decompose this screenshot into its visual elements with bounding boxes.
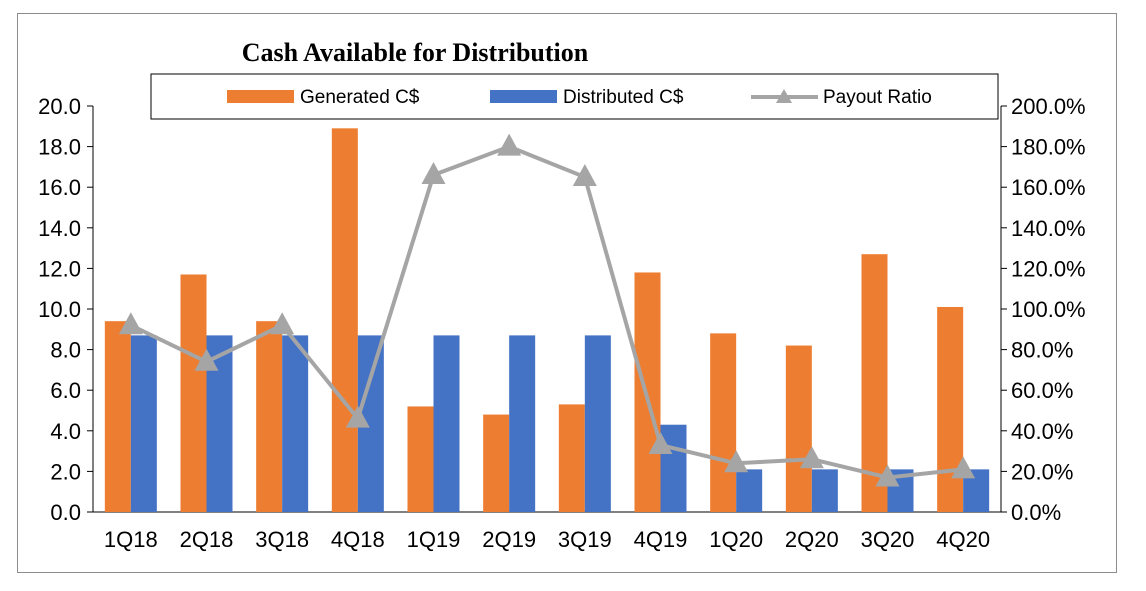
y-left-tick-label: 14.0 (38, 216, 81, 241)
x-tick-label: 2Q19 (482, 527, 536, 552)
bar-generated (710, 333, 737, 512)
legend: Generated C$ Distributed C$ Payout Ratio (150, 73, 999, 120)
y-right-tick-label: 60.0% (1011, 378, 1073, 403)
bar-generated (331, 128, 358, 512)
y-left-tick-label: 4.0 (50, 419, 81, 444)
payout-marker (194, 348, 219, 371)
payout-marker (118, 312, 143, 335)
bar-generated (785, 345, 812, 512)
y-left-tick-label: 0.0 (50, 500, 81, 525)
bar-generated (407, 406, 434, 512)
bar-generated (937, 306, 964, 512)
y-right-tick-label: 180.0% (1011, 135, 1086, 160)
bar-distributed (433, 335, 460, 512)
x-tick-label: 3Q20 (861, 527, 915, 552)
x-tick-label: 3Q19 (558, 527, 612, 552)
bar-generated (861, 254, 888, 512)
bar-distributed (660, 424, 687, 512)
y-left-tick-label: 16.0 (38, 175, 81, 200)
legend-label-generated: Generated C$ (300, 87, 420, 108)
legend-swatch-generated (227, 90, 294, 103)
bar-distributed (130, 335, 157, 512)
y-left-tick-label: 8.0 (50, 338, 81, 363)
y-right-tick-label: 0.0% (1011, 500, 1061, 525)
y-left-tick-label: 6.0 (50, 378, 81, 403)
legend-label-distributed: Distributed C$ (563, 87, 684, 108)
x-tick-label: 1Q18 (104, 527, 158, 552)
payout-marker (875, 464, 900, 487)
x-tick-label: 4Q18 (331, 527, 385, 552)
x-tick-label: 1Q19 (407, 527, 461, 552)
x-tick-label: 2Q20 (785, 527, 839, 552)
bar-distributed (736, 469, 763, 512)
y-left-tick-label: 20.0 (38, 94, 81, 119)
chart-frame: Cash Available for Distribution Generate… (17, 13, 1117, 573)
chart-canvas: Cash Available for Distribution Generate… (38, 38, 1086, 552)
y-right-tick-label: 20.0% (1011, 459, 1073, 484)
payout-marker (724, 450, 749, 473)
x-tick-label: 2Q18 (180, 527, 234, 552)
y-left-tick-label: 2.0 (50, 459, 81, 484)
x-tick-label: 4Q19 (634, 527, 688, 552)
y-left-tick-label: 18.0 (38, 135, 81, 160)
y-right-tick-label: 120.0% (1011, 256, 1086, 281)
payout-marker (497, 133, 522, 156)
y-right-tick-label: 160.0% (1011, 175, 1086, 200)
y-left-tick-label: 10.0 (38, 297, 81, 322)
bar-distributed (811, 469, 838, 512)
payout-marker (648, 432, 673, 455)
chart-title: Cash Available for Distribution (242, 38, 589, 67)
y-right-tick-label: 40.0% (1011, 419, 1073, 444)
y-right-tick-label: 140.0% (1011, 216, 1086, 241)
y-right-tick-label: 80.0% (1011, 338, 1073, 363)
legend-label-payout: Payout Ratio (823, 87, 932, 108)
x-tick-label: 3Q18 (255, 527, 309, 552)
bar-distributed (282, 335, 309, 512)
bar-generated (104, 321, 131, 512)
payout-marker (572, 164, 597, 187)
payout-marker (270, 312, 295, 335)
y-right-tick-label: 200.0% (1011, 94, 1086, 119)
y-left-tick-label: 12.0 (38, 256, 81, 281)
bar-generated (256, 321, 283, 512)
legend-marker-payout (776, 89, 792, 103)
payout-marker (421, 162, 446, 185)
x-tick-label: 4Q20 (936, 527, 990, 552)
bar-distributed (509, 335, 536, 512)
y-right-tick-label: 100.0% (1011, 297, 1086, 322)
legend-swatch-distributed (490, 90, 557, 103)
bar-distributed (584, 335, 611, 512)
x-tick-label: 1Q20 (709, 527, 763, 552)
payout-line (129, 144, 964, 480)
payout-marker (799, 446, 824, 469)
bar-generated (483, 414, 510, 512)
payout-marker (345, 405, 370, 428)
bar-generated (180, 274, 207, 512)
payout-marker (951, 456, 976, 479)
bar-generated (558, 404, 585, 512)
